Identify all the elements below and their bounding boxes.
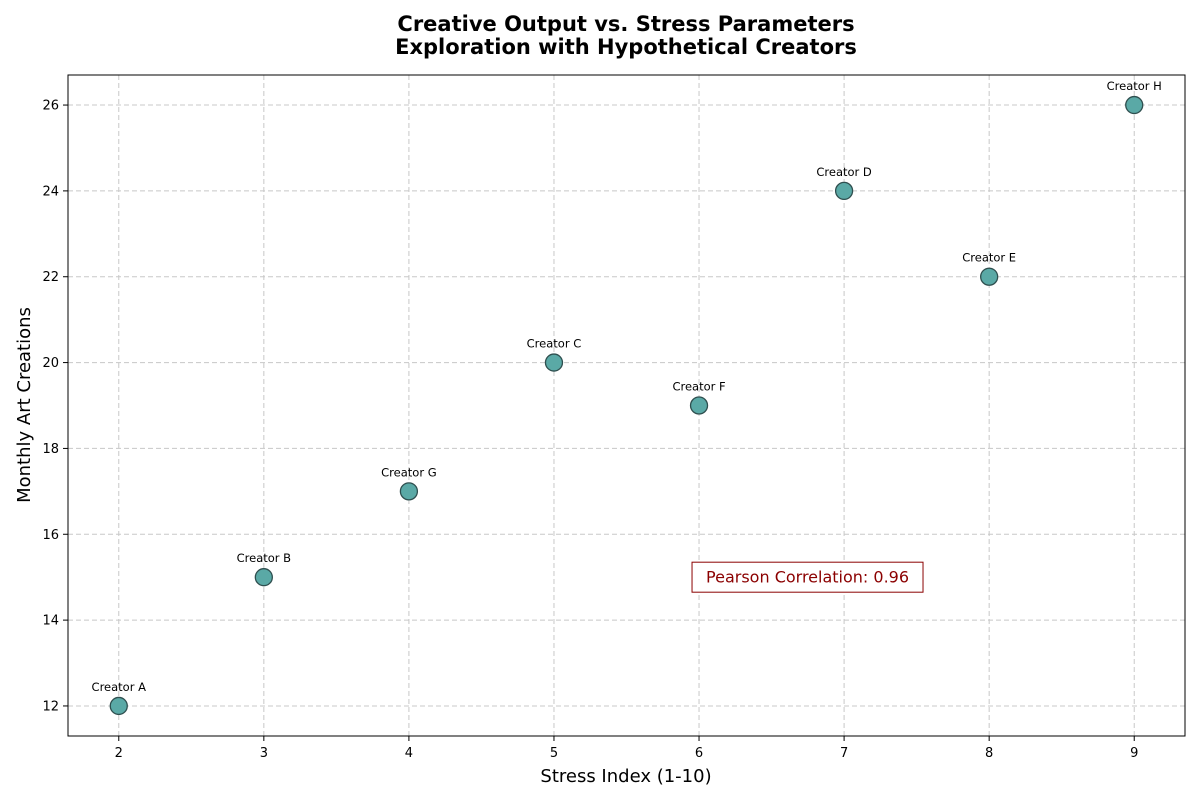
axis-ticks: 2 3 4 5 6 7 8 9 12 14 16 18 20 22 24 26 bbox=[42, 99, 1138, 761]
data-point bbox=[399, 482, 419, 501]
annotation-box bbox=[691, 561, 924, 593]
y-tick-label: 14 bbox=[42, 614, 59, 629]
point-label: Creator G bbox=[381, 465, 436, 479]
grid bbox=[68, 75, 1185, 736]
data-point bbox=[689, 396, 709, 415]
x-tick-label: 3 bbox=[260, 746, 268, 761]
chart-title-line-2: Exploration with Hypothetical Creators bbox=[395, 35, 857, 59]
data-point bbox=[254, 568, 273, 587]
data-point bbox=[1125, 95, 1144, 115]
point-label: Creator C bbox=[527, 337, 582, 351]
y-tick-label: 18 bbox=[42, 442, 59, 457]
y-tick-label: 16 bbox=[42, 528, 59, 543]
x-tick-label: 6 bbox=[695, 746, 703, 761]
point-label: Creator B bbox=[237, 551, 292, 565]
chart-title-line-1: Creative Output vs. Stress Parameters bbox=[397, 12, 854, 36]
point-label: Creator D bbox=[816, 165, 872, 179]
x-tick-label: 5 bbox=[550, 746, 558, 761]
point-label: Creator H bbox=[1107, 79, 1162, 93]
point-label: Creator E bbox=[962, 251, 1016, 265]
y-tick-label: 12 bbox=[42, 699, 59, 714]
data-point bbox=[980, 267, 999, 286]
annotation-group: Pearson Correlation: 0.96 bbox=[691, 561, 924, 593]
data-point bbox=[544, 353, 564, 372]
x-tick-label: 2 bbox=[115, 746, 123, 761]
y-axis-label: Monthly Art Creations bbox=[14, 307, 35, 503]
y-tick-label: 24 bbox=[42, 184, 59, 199]
x-tick-label: 8 bbox=[985, 746, 993, 761]
plot-area bbox=[67, 74, 1186, 737]
data-points: Creator A Creator B Creator C Creator D Crea… bbox=[92, 79, 1162, 716]
x-axis-label: Stress Index (1-10) bbox=[540, 766, 711, 787]
data-point bbox=[109, 696, 128, 716]
y-tick-label: 22 bbox=[42, 270, 59, 285]
point-label: Creator A bbox=[92, 680, 147, 694]
y-tick-label: 26 bbox=[42, 99, 59, 114]
x-tick-label: 7 bbox=[840, 746, 848, 761]
x-tick-label: 9 bbox=[1130, 746, 1138, 761]
annotation-text: Pearson Correlation: 0.96 bbox=[706, 568, 909, 587]
x-tick-label: 4 bbox=[405, 746, 413, 761]
data-point bbox=[834, 181, 854, 201]
point-label: Creator F bbox=[672, 380, 725, 394]
y-tick-label: 20 bbox=[42, 356, 59, 371]
